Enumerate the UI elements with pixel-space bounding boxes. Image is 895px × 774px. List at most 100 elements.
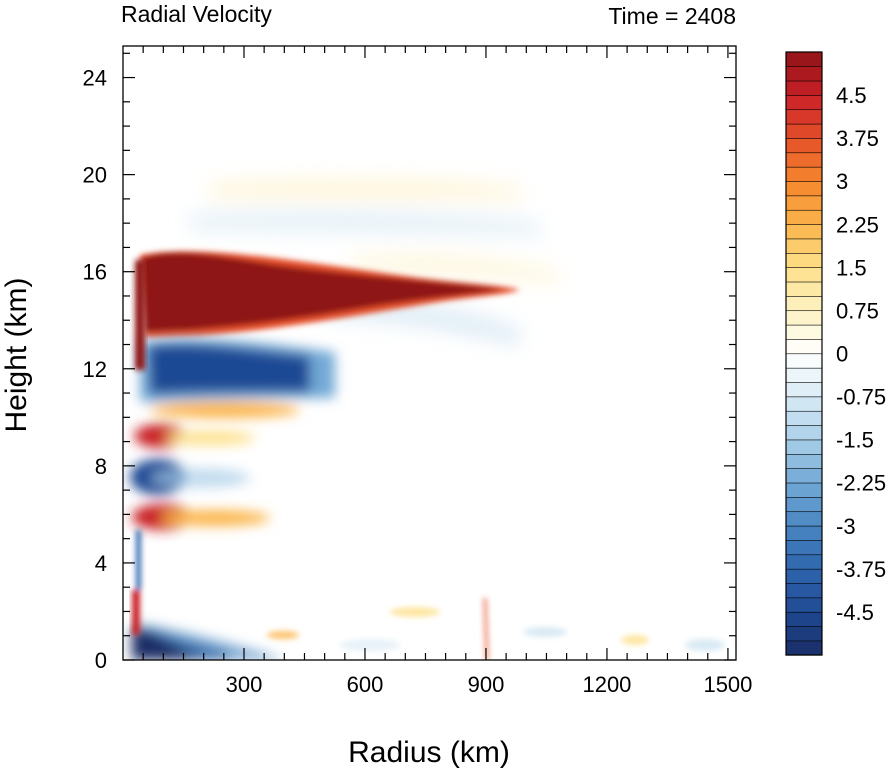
field-low-cool-2 <box>340 639 400 651</box>
colorbar-bin <box>785 209 823 225</box>
colorbar-bin <box>785 640 823 656</box>
colorbar-bin <box>785 568 823 584</box>
field-warm-band-1 <box>150 402 300 418</box>
colorbar: 4.5 3.75 3 2.25 1.5 0.75 0 -0.75 -1.5 -2.25 -3 -3.7… <box>785 51 886 656</box>
colorbar-bin <box>785 582 823 599</box>
colorbar-label: 0.75 <box>836 298 879 323</box>
colorbar-bin <box>785 468 823 484</box>
time-label: Time = 2408 <box>608 3 736 29</box>
colorbar-bin <box>785 223 823 240</box>
colorbar-bin <box>785 496 823 513</box>
colorbar-label: -1.5 <box>836 428 874 453</box>
colorbar-bin <box>785 137 823 154</box>
colorbar-bin <box>785 51 823 67</box>
colorbar-bin <box>785 453 823 469</box>
plot-area: 300 600 900 1200 1500 0 4 8 12 16 20 24 <box>83 45 752 697</box>
colorbar-bin <box>785 353 823 369</box>
colorbar-bin <box>785 94 823 111</box>
colorbar-label: 3.75 <box>836 126 879 151</box>
colorbar-label: 2.25 <box>836 212 879 237</box>
colorbar-bin <box>785 324 823 340</box>
field-upper-inflow-core <box>148 343 310 394</box>
colorbar-bin <box>785 439 823 455</box>
colorbar-bin <box>785 381 823 398</box>
y-tick-label: 0 <box>95 648 107 673</box>
x-axis-title: Radius (km) <box>348 736 510 769</box>
colorbar-bin <box>785 539 823 556</box>
colorbar-bin <box>785 424 823 441</box>
colorbar-bin <box>785 367 823 383</box>
field-blue-lobe-halo <box>150 468 250 488</box>
x-tick-label: 600 <box>347 672 384 697</box>
y-tick-label: 24 <box>83 66 107 91</box>
field-red-lobe-1 <box>134 424 186 448</box>
colorbar-bin <box>785 525 823 541</box>
velocity-field <box>130 180 725 660</box>
y-tick-label: 8 <box>95 454 107 479</box>
field-warm-band-3 <box>160 510 270 526</box>
y-axis: 0 4 8 12 16 20 24 <box>83 52 736 673</box>
field-lower-inflow-halo <box>132 622 280 660</box>
colorbar-bin <box>785 109 823 125</box>
field-low-cool-1 <box>523 627 567 637</box>
colorbar-bin <box>785 180 823 197</box>
colorbar-bin <box>785 554 823 570</box>
colorbar-bin <box>785 396 823 412</box>
colorbar-bin <box>785 410 823 426</box>
field-eyewall-lower-red <box>132 590 140 635</box>
colorbar-label: 1.5 <box>836 255 867 280</box>
field-upper-inflow-faint <box>190 211 540 236</box>
colorbar-label: -3.75 <box>836 557 886 582</box>
colorbar-bin <box>785 295 823 312</box>
colorbar-label: 0 <box>836 342 848 367</box>
colorbar-bin <box>785 310 823 326</box>
colorbar-bin <box>785 252 823 268</box>
y-tick-label: 20 <box>83 163 107 188</box>
x-axis: 300 600 900 1200 1500 <box>142 46 752 697</box>
plot-frame <box>122 45 737 661</box>
colorbar-bin <box>785 195 823 211</box>
field-low-warm-3 <box>621 635 649 645</box>
field-warm-band-2 <box>165 431 255 445</box>
colorbar-bin <box>785 66 823 82</box>
x-tick-label: 300 <box>226 672 263 697</box>
colorbar-bin <box>785 511 823 527</box>
colorbar-bin <box>785 338 823 355</box>
colorbar-bin <box>785 625 823 642</box>
colorbar-bin <box>785 611 823 627</box>
field-upper-outflow-faint-2 <box>350 255 560 282</box>
colorbar-bin <box>785 123 823 139</box>
field-eyewall-blue <box>136 530 141 590</box>
colorbar-label: -3 <box>836 514 856 539</box>
colorbar-bin <box>785 166 823 182</box>
colorbar-bin <box>785 597 823 613</box>
field-outflow-jet <box>142 252 505 332</box>
colorbar-bin <box>785 267 823 283</box>
colorbar-label: -0.75 <box>836 385 886 410</box>
x-tick-label: 1500 <box>703 672 752 697</box>
y-axis-title: Height (km) <box>0 277 33 432</box>
colorbar-bin <box>785 281 823 297</box>
colorbar-label: -4.5 <box>836 600 874 625</box>
colorbar-label: 3 <box>836 169 848 194</box>
colorbar-bin <box>785 80 823 96</box>
y-tick-label: 12 <box>83 357 107 382</box>
y-tick-label: 16 <box>83 260 107 285</box>
x-tick-label: 1200 <box>582 672 631 697</box>
colorbar-label: -2.25 <box>836 471 886 496</box>
colorbar-bin <box>785 152 823 168</box>
colorbar-bin <box>785 482 823 498</box>
field-eyewall-red <box>135 260 145 370</box>
field-upper-outflow-faint <box>210 180 520 198</box>
field-low-warm-1 <box>390 607 440 617</box>
chart-title: Radial Velocity <box>121 1 272 27</box>
field-streak-900 <box>483 597 489 660</box>
field-low-warm-2 <box>267 631 299 639</box>
colorbar-frame <box>785 51 823 656</box>
y-tick-label: 4 <box>95 551 107 576</box>
colorbar-label: 4.5 <box>836 83 867 108</box>
field-low-cool-3 <box>685 639 725 651</box>
colorbar-bin <box>785 238 823 254</box>
x-tick-label: 900 <box>468 672 505 697</box>
